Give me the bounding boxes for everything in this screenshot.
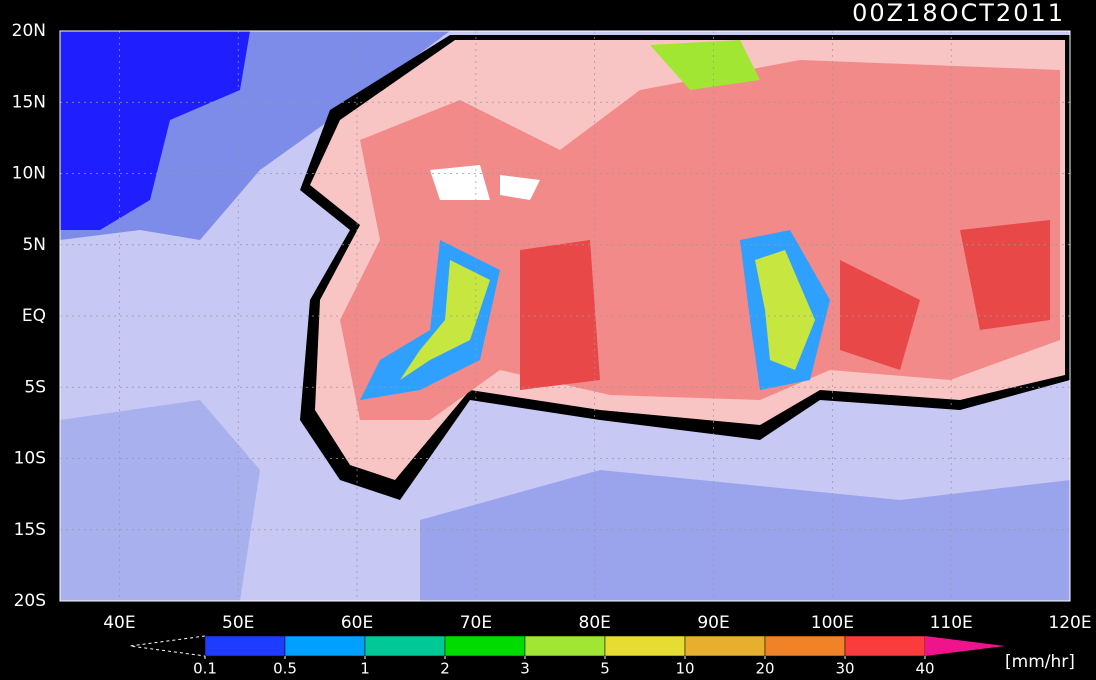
x-tick-label: 40E — [103, 613, 135, 633]
colorbar-label: 30 — [835, 660, 854, 678]
y-tick-label: 5S — [24, 377, 46, 397]
field-convective — [360, 230, 830, 400]
y-tick-label: 10S — [14, 449, 46, 469]
x-tick-label: 120E — [1048, 613, 1091, 633]
colorbar-label: 1 — [360, 660, 370, 678]
x-tick-label: 110E — [930, 613, 973, 633]
colorbar-over — [925, 636, 1005, 656]
colorbar-label: 20 — [755, 660, 774, 678]
colorbar-label: 40 — [915, 660, 934, 678]
y-tick-label: 20N — [12, 21, 46, 41]
colorbar-segment — [444, 635, 526, 657]
x-tick-label: 70E — [460, 613, 492, 633]
field-convective — [400, 250, 815, 380]
x-tick-label: 50E — [222, 613, 254, 633]
y-tick-label: 10N — [12, 164, 46, 184]
y-tick-label: 5N — [22, 235, 46, 255]
colorbar-segment — [204, 635, 286, 657]
map-title: 00Z18OCT2011 — [852, 0, 1065, 27]
field-heavy — [520, 220, 1050, 390]
colorbar-label: 5 — [600, 660, 610, 678]
y-tick-label: 15S — [14, 520, 46, 540]
colorbar-label: 0.1 — [193, 660, 217, 678]
colorbar-segment — [844, 635, 926, 657]
colorbar-unit: [mm/hr] — [1005, 652, 1075, 672]
colorbar-segment — [284, 635, 366, 657]
colorbar-under — [129, 635, 206, 657]
x-tick-label: 100E — [811, 613, 854, 633]
field-dry — [60, 31, 250, 230]
colorbar-segment — [364, 635, 446, 657]
y-tick-label: 20S — [14, 591, 46, 611]
x-tick-label: 90E — [697, 613, 729, 633]
y-tick-label: 15N — [12, 92, 46, 112]
colorbar: [mm/hr] 0.1 0.5 1 2 3 5 10 20 30 40 — [129, 635, 1075, 678]
x-tick-label: 80E — [579, 613, 611, 633]
x-tick-label: 60E — [341, 613, 373, 633]
colorbar-segment — [764, 635, 846, 657]
colorbar-label: 0.5 — [273, 660, 297, 678]
field-convective — [650, 40, 760, 90]
colorbar-label: 3 — [520, 660, 530, 678]
y-tick-label: EQ — [22, 306, 46, 326]
colorbar-segment — [604, 635, 686, 657]
colorbar-label: 2 — [440, 660, 450, 678]
field-low — [60, 400, 260, 601]
map-frame — [59, 30, 1071, 602]
colorbar-segment — [684, 635, 766, 657]
colorbar-label: 10 — [675, 660, 694, 678]
colorbar-segment — [524, 635, 606, 657]
field-low — [420, 470, 1070, 601]
